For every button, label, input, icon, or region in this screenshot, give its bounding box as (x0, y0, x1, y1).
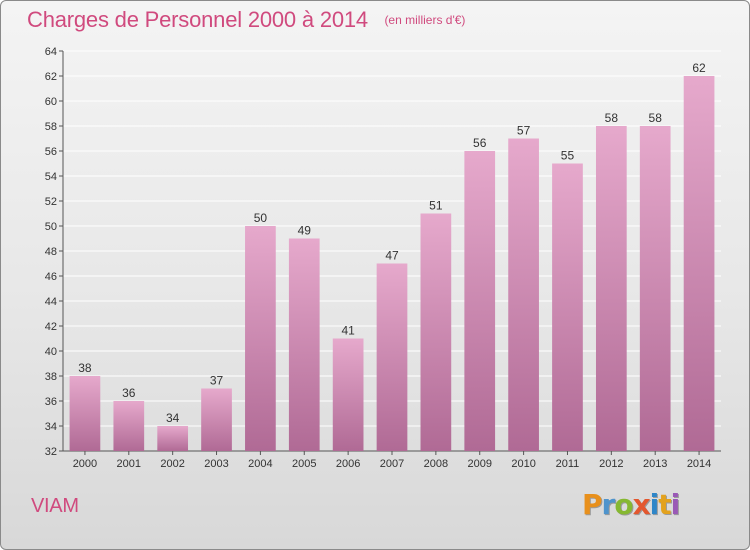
bar (420, 213, 452, 451)
data-label: 51 (429, 199, 443, 213)
data-label: 49 (298, 224, 312, 238)
bar (113, 401, 145, 451)
x-tick-label: 2000 (73, 458, 97, 470)
x-tick-label: 2008 (424, 458, 448, 470)
data-label: 55 (561, 149, 575, 163)
logo-letter: r (601, 488, 616, 521)
y-tick-label: 60 (45, 96, 57, 108)
bar (508, 138, 539, 451)
bar (376, 263, 408, 451)
bar (245, 226, 276, 451)
title-row: Charges de Personnel 2000 à 2014 (en mil… (27, 7, 465, 33)
bar (683, 76, 715, 451)
y-tick-label: 40 (45, 346, 57, 358)
y-tick-label: 54 (45, 171, 57, 183)
x-tick-label: 2001 (117, 458, 141, 470)
logo-letter: P (582, 488, 603, 521)
bar (201, 388, 232, 451)
y-tick-label: 62 (45, 71, 57, 83)
data-label: 56 (473, 136, 487, 150)
logo-letter: t (658, 488, 671, 521)
x-tick-label: 2002 (160, 458, 184, 470)
data-label: 50 (254, 211, 268, 225)
y-tick-label: 34 (45, 421, 57, 433)
y-tick-label: 44 (45, 296, 57, 308)
x-tick-label: 2013 (643, 458, 667, 470)
x-tick-label: 2007 (380, 458, 404, 470)
x-tick-label: 2009 (467, 458, 491, 470)
y-tick-label: 58 (45, 121, 57, 133)
y-tick-label: 52 (45, 196, 57, 208)
x-tick-label: 2011 (556, 458, 580, 470)
chart-title: Charges de Personnel 2000 à 2014 (27, 7, 368, 32)
x-tick-label: 2005 (292, 458, 316, 470)
bar (332, 338, 364, 451)
bars (69, 76, 715, 451)
bar (157, 426, 189, 451)
bar (552, 163, 583, 451)
y-tick-label: 56 (45, 146, 57, 158)
data-label: 47 (385, 249, 399, 263)
y-tick-label: 38 (45, 371, 57, 383)
bar (639, 126, 671, 451)
data-label: 41 (341, 324, 355, 338)
x-tick-label: 2004 (248, 458, 272, 470)
data-label: 37 (210, 374, 224, 388)
bar (595, 126, 627, 451)
y-tick-label: 46 (45, 271, 57, 283)
x-tick-label: 2010 (511, 458, 535, 470)
commune-name: VIAM (31, 495, 79, 517)
x-tick-label: 2003 (204, 458, 228, 470)
y-tick-label: 50 (45, 221, 57, 233)
data-label: 38 (78, 361, 92, 375)
y-tick-label: 36 (45, 396, 57, 408)
bar (288, 238, 320, 451)
logo-letter: i (670, 488, 681, 521)
data-label: 62 (692, 61, 706, 75)
proxiti-logo[interactable]: Proxiti (582, 488, 681, 521)
x-tick-label: 2014 (687, 458, 711, 470)
data-label: 57 (517, 124, 531, 138)
y-tick-label: 42 (45, 321, 57, 333)
logo-letter: o (614, 488, 633, 521)
data-label: 58 (649, 111, 663, 125)
y-tick-label: 48 (45, 246, 57, 258)
logo-letter: x (632, 488, 651, 521)
data-label: 34 (166, 411, 180, 425)
chart-subtitle: (en milliers d'€) (384, 13, 466, 27)
labels: 38 2000 36 2001 34 2002 37 2003 50 2004 49 2005 41 20… (73, 61, 712, 470)
bar (69, 376, 101, 451)
data-label: 36 (122, 386, 136, 400)
y-tick-label: 64 (45, 46, 57, 58)
y-tick-label: 32 (45, 446, 57, 458)
x-tick-label: 2012 (599, 458, 623, 470)
bar (464, 151, 496, 451)
x-tick-label: 2006 (336, 458, 360, 470)
data-label: 58 (605, 111, 619, 125)
logo-letter: i (649, 488, 660, 521)
